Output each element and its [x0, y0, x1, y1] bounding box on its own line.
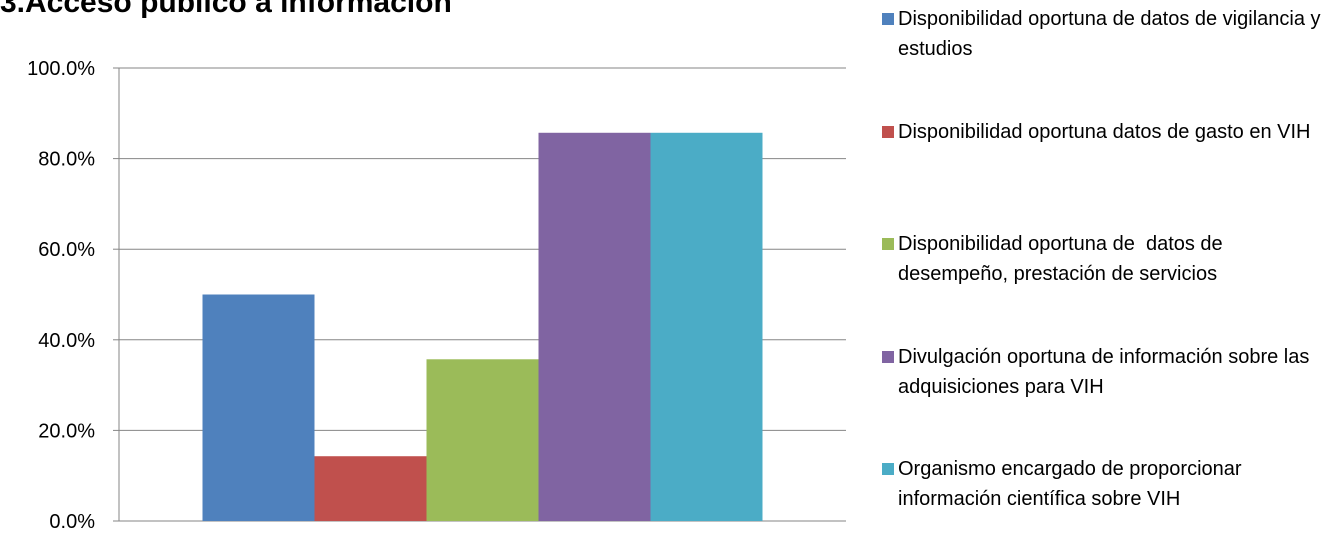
legend-label: Divulgación oportuna de información sobr… [898, 345, 1315, 398]
bar [426, 359, 539, 521]
chart-title: 3.Acceso público a información [0, 0, 452, 19]
bar [202, 294, 315, 521]
y-tick-label: 0.0% [49, 511, 95, 533]
legend-swatch [882, 125, 894, 138]
legend-swatch [882, 13, 894, 25]
legend-label: Disponibilidad oportuna de datos de vigi… [898, 8, 1327, 60]
y-tick-label: 100.0% [27, 58, 95, 80]
legend-item: Organismo encargado de proporcionar info… [882, 454, 1322, 514]
legend-item: Disponibilidad oportuna de datos de vigi… [882, 4, 1322, 64]
bar [314, 456, 427, 521]
legend-label: Organismo encargado de proporcionar info… [898, 458, 1248, 510]
legend-item: Disponibilidad oportuna datos de gasto e… [882, 117, 1322, 147]
y-tick-label: 80.0% [38, 149, 95, 171]
y-tick-label: 40.0% [38, 330, 95, 352]
legend-item: Divulgación oportuna de información sobr… [882, 342, 1322, 402]
legend-item: Disponibilidad oportuna de datos de dese… [882, 229, 1322, 289]
legend-label: Disponibilidad oportuna datos de gasto e… [898, 120, 1311, 143]
bar [650, 132, 763, 522]
legend-swatch [882, 463, 894, 475]
legend-swatch [882, 350, 894, 363]
y-tick-label: 60.0% [38, 239, 95, 261]
legend-label: Disponibilidad oportuna de datos de dese… [898, 233, 1229, 285]
legend-swatch [882, 238, 894, 250]
bar [538, 132, 651, 522]
y-tick-label: 20.0% [38, 420, 95, 442]
